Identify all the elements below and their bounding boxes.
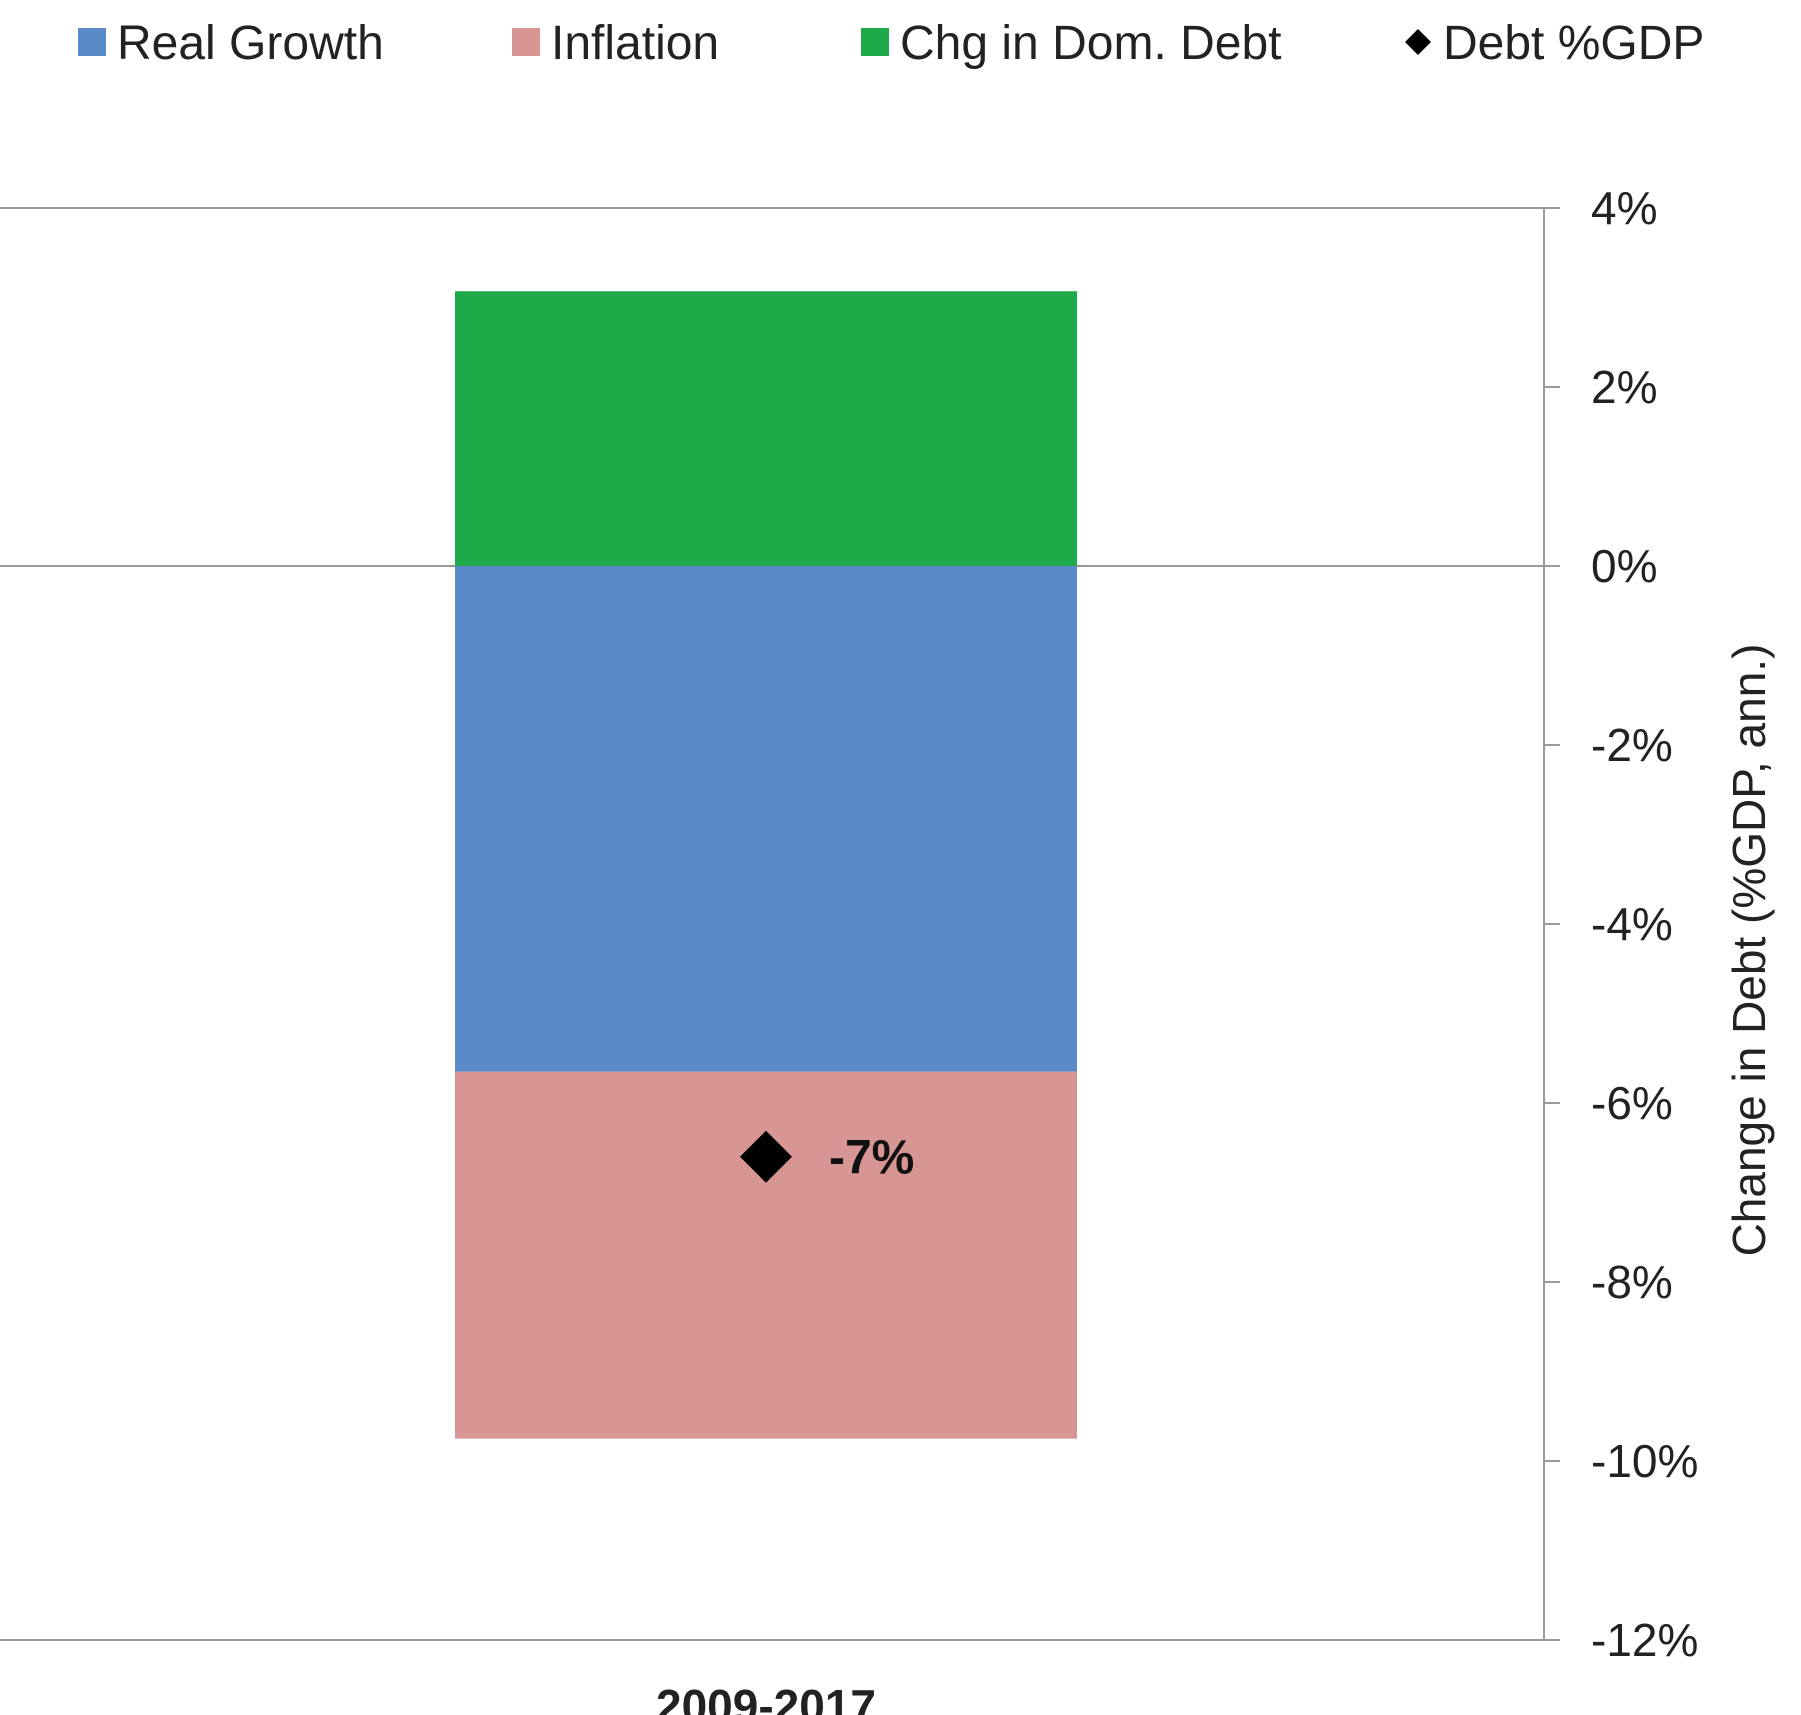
y-tick-label: -6% <box>1591 1077 1673 1129</box>
y-tick-label: -12% <box>1591 1614 1698 1666</box>
y-tick-label: 2% <box>1591 361 1657 413</box>
y-axis-title: Change in Debt (%GDP, ann.) <box>1723 644 1775 1257</box>
y-tick-label: 4% <box>1591 182 1657 234</box>
bar-segment-inflation <box>455 1071 1077 1439</box>
bar-segment-real-growth <box>455 566 1077 1072</box>
legend-swatch-real-growth <box>78 28 106 56</box>
y-tick-label: -4% <box>1591 898 1673 950</box>
y-tick-label: -8% <box>1591 1256 1673 1308</box>
legend-swatch-inflation <box>512 28 540 56</box>
marker-debt-gdp <box>740 1130 792 1183</box>
y-tick-label: 0% <box>1591 540 1657 592</box>
legend-label-chg-in-dom-debt: Chg in Dom. Debt <box>900 17 1282 70</box>
bar-segment-chg-in-dom-debt <box>455 291 1077 566</box>
legend-label-debt-gdp: Debt %GDP <box>1443 17 1704 70</box>
legend-label-inflation: Inflation <box>551 17 719 70</box>
legend-label-real-growth: Real Growth <box>117 17 384 70</box>
category-label: 2009-2017 <box>656 1680 876 1715</box>
y-tick-label: -10% <box>1591 1435 1698 1487</box>
y-tick-label: -2% <box>1591 719 1673 771</box>
marker-label-debt-gdp: -7% <box>829 1132 914 1185</box>
legend-swatch-debt-gdp <box>1405 29 1431 55</box>
legend-swatch-chg-in-dom-debt <box>861 28 889 56</box>
